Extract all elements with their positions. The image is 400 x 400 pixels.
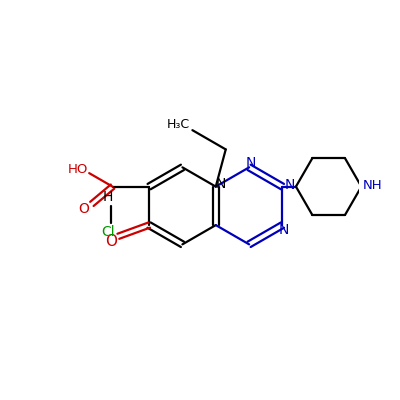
Text: H₃C: H₃C (167, 118, 190, 130)
Text: N: N (246, 156, 256, 170)
Text: NH: NH (362, 178, 382, 192)
Text: O: O (79, 202, 90, 216)
Text: Cl: Cl (101, 225, 115, 239)
Text: HO: HO (68, 163, 88, 176)
Text: H: H (103, 190, 113, 204)
Text: N: N (279, 223, 289, 237)
Text: N: N (284, 178, 295, 192)
Text: N: N (215, 176, 226, 190)
Text: O: O (106, 234, 118, 249)
